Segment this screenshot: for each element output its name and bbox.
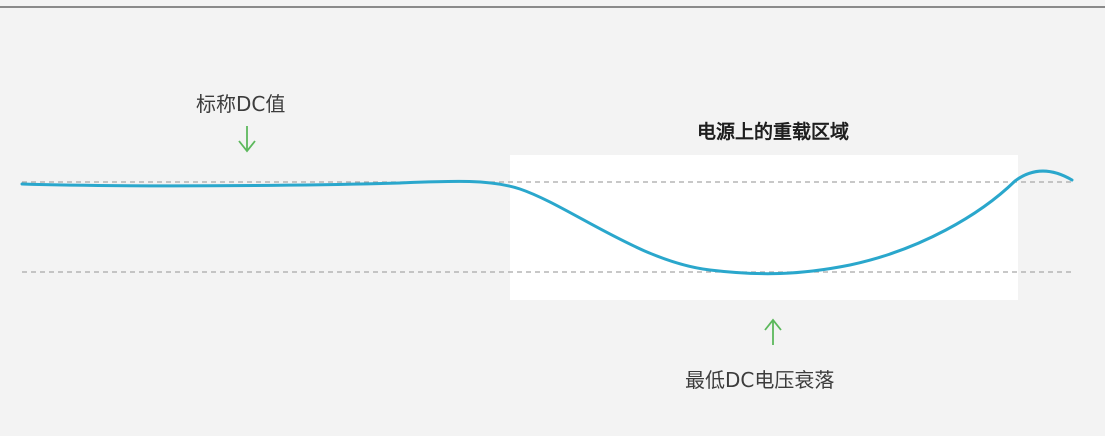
arrow-up-icon — [764, 318, 782, 345]
voltage-waveform — [20, 169, 1074, 276]
heavy-load-region-box — [510, 155, 1018, 300]
heavy-load-region-label: 电源上的重载区域 — [697, 121, 850, 143]
minimum-dc-drop-label: 最低DC电压衰落 — [685, 368, 835, 392]
nominal-dc-label: 标称DC值 — [196, 92, 286, 116]
top-border — [0, 6, 1105, 8]
arrow-down-icon — [238, 126, 256, 153]
